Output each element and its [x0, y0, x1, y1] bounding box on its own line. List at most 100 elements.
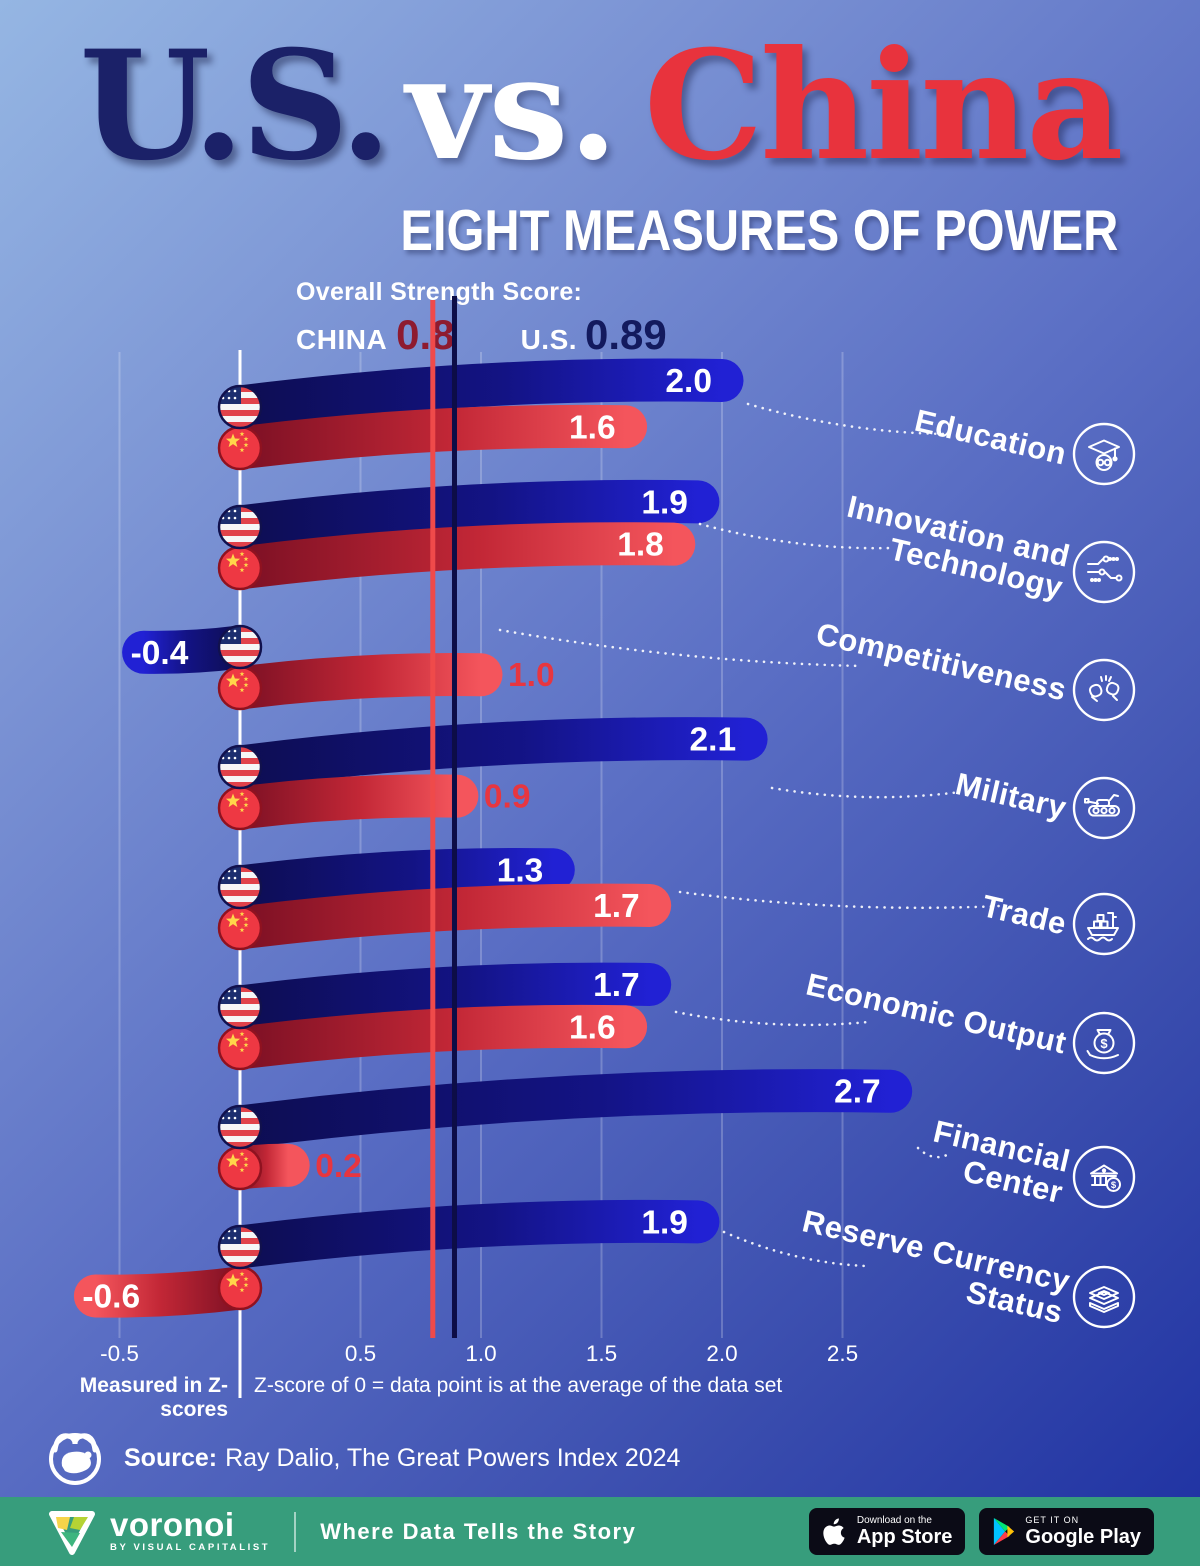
us-bar — [218, 847, 575, 909]
chart-shape — [1097, 578, 1101, 582]
chart-shape — [233, 636, 237, 640]
chart-shape — [233, 389, 237, 393]
chart-shape — [233, 756, 237, 760]
chart-shape — [1109, 794, 1119, 801]
star-shape — [225, 433, 241, 448]
chart-shape — [219, 410, 261, 416]
star-shape — [239, 1151, 245, 1157]
strength-us-value: 0.89 — [585, 311, 667, 358]
star-shape — [239, 567, 245, 573]
app-store-badge[interactable]: Download on the App Store — [808, 1508, 966, 1555]
star-shape — [239, 1167, 245, 1173]
leader-dotted-line — [678, 890, 1002, 910]
us-flag-ring — [217, 624, 263, 670]
chart-shape — [1084, 798, 1090, 804]
chart-shape — [233, 396, 237, 400]
strength-china-label: CHINA — [296, 324, 388, 355]
chart-shape — [1100, 920, 1109, 929]
star-shape — [243, 1042, 249, 1048]
chart-shape — [1102, 555, 1110, 563]
chart-shape — [1087, 936, 1113, 942]
chart-shape — [219, 662, 261, 668]
star-shape — [239, 911, 245, 917]
star-shape — [239, 1031, 245, 1037]
star-shape — [225, 553, 241, 568]
chart-shape — [233, 629, 237, 633]
chart-shape — [1101, 1168, 1107, 1173]
app-store-bottom-text: App Store — [856, 1526, 953, 1548]
china-flag-icon — [217, 785, 263, 831]
dollar-glyph: $ — [1111, 1180, 1117, 1191]
icon-circle — [1072, 422, 1136, 486]
category-label: Trade — [979, 888, 1070, 941]
chart-shape — [219, 770, 261, 776]
icon-circle — [1072, 892, 1136, 956]
us-flag-ring — [217, 864, 263, 910]
brand-subtitle: BY VISUAL CAPITALIST — [110, 1542, 271, 1553]
chart-shape — [1093, 1032, 1115, 1054]
chart-shape — [1086, 1050, 1119, 1060]
chart-shape — [1092, 807, 1100, 815]
us-bar — [218, 717, 768, 789]
icon-circle — [1072, 1011, 1136, 1075]
star-shape — [243, 682, 249, 688]
chart-shape — [227, 1236, 231, 1240]
chart-shape — [233, 869, 237, 873]
title-vs: vs. — [405, 26, 618, 192]
us-flag-ring — [217, 744, 263, 790]
star-shape — [243, 922, 249, 928]
apple-icon — [823, 1517, 845, 1545]
google-play-top-text: GET IT ON — [1025, 1515, 1080, 1525]
chart-shape — [1105, 681, 1120, 696]
voronoi-logo-icon — [49, 1510, 95, 1555]
chart-shape — [227, 516, 231, 520]
chart-shape — [1100, 807, 1108, 815]
star-shape — [243, 1282, 249, 1288]
chart-shape — [233, 1229, 237, 1233]
chart-shape — [219, 890, 261, 896]
category-label-text: Trade — [979, 888, 1070, 941]
category-label-text: Competitiveness — [813, 616, 1070, 708]
value-label: -0.6 — [82, 1278, 140, 1315]
cargo-ship-icon — [1072, 892, 1136, 956]
chart-shape — [233, 989, 237, 993]
source-label: Source: — [124, 1444, 218, 1472]
circuit-icon — [1072, 540, 1136, 604]
china-flag-icon — [217, 545, 263, 591]
chart-shape — [233, 516, 237, 520]
star-shape — [243, 796, 249, 802]
leader-dotted-line — [722, 1230, 868, 1268]
value-label: 1.8 — [617, 527, 664, 564]
google-play-badge[interactable]: GET IT ON Google Play — [979, 1508, 1154, 1555]
star-shape — [239, 431, 245, 437]
star-shape — [243, 442, 249, 448]
value-label: -0.4 — [131, 635, 189, 672]
chart-shape — [1096, 458, 1105, 467]
chart-shape — [233, 1109, 237, 1113]
axis-note-text: Z-score of 0 = data point is at the aver… — [254, 1374, 783, 1397]
star-shape — [225, 913, 241, 928]
leader-dotted-line — [770, 786, 962, 799]
tank-icon — [1072, 776, 1136, 840]
footer-tagline: Where Data Tells the Story — [320, 1518, 637, 1544]
star-shape — [243, 1036, 249, 1042]
value-label: 2.7 — [834, 1074, 881, 1111]
chart-shape — [1115, 557, 1119, 561]
chart-shape — [233, 1236, 237, 1240]
value-label: 1.7 — [593, 888, 640, 925]
chart-shape — [1087, 927, 1119, 936]
publisher-logo — [49, 1433, 101, 1485]
us-bar — [218, 479, 720, 549]
footer-divider — [294, 1511, 297, 1552]
chart-shape — [219, 1010, 261, 1016]
chart-shape — [1107, 912, 1117, 929]
star-shape — [239, 807, 245, 813]
category-label: Military — [952, 766, 1070, 825]
voronoi-brand[interactable]: voronoi BY VISUAL CAPITALIST — [46, 1507, 270, 1557]
china-flag-icon — [217, 1025, 263, 1071]
google-play-icon — [994, 1518, 1015, 1545]
overall-strength-block: Overall Strength Score: CHINA 0.8 U.S. 0… — [296, 278, 667, 359]
